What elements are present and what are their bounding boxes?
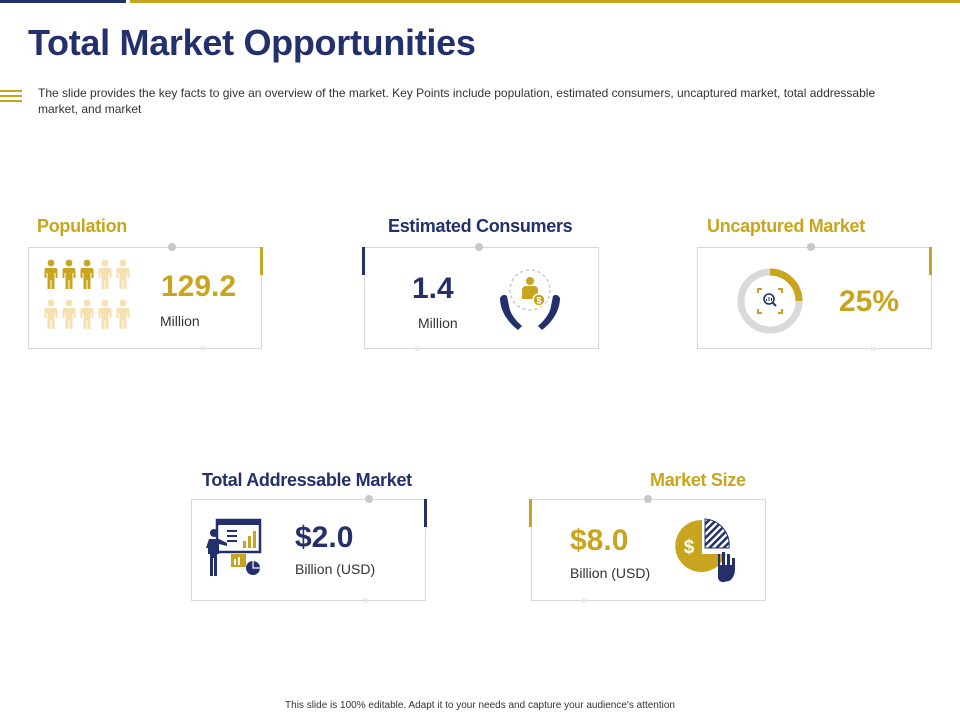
uncaptured-market-card	[697, 247, 932, 349]
population-value: 129.2	[161, 270, 237, 303]
connector-dot	[475, 243, 483, 251]
chevron-right-icon: »	[870, 341, 877, 355]
population-label: Population	[37, 216, 127, 236]
chevron-right-icon: »	[362, 593, 369, 607]
connector-dot	[168, 243, 176, 251]
chevron-right-icon: »	[200, 341, 207, 355]
accent-bar	[929, 247, 932, 275]
connector-dot	[644, 495, 652, 503]
presenter-icon	[206, 518, 262, 576]
total-addressable-market-value: $2.0	[295, 521, 354, 554]
chevron-left-icon: «	[414, 341, 421, 355]
total-addressable-market-label: Total Addressable Market	[202, 470, 412, 490]
donut-search-icon	[737, 268, 803, 334]
top-line-gold	[130, 0, 960, 3]
total-addressable-market-unit: Billion (USD)	[295, 561, 376, 577]
page-title: Total Market Opportunities	[28, 22, 476, 63]
uncaptured-market-value: 25%	[839, 285, 900, 318]
footer-note: This slide is 100% editable. Adapt it to…	[285, 700, 675, 711]
chevron-left-icon: «	[581, 593, 588, 607]
total-addressable-market-card	[191, 499, 426, 601]
market-size-label: Market Size	[650, 470, 746, 490]
estimated-consumers-unit: Million	[418, 315, 458, 331]
svg-text:$: $	[684, 537, 695, 558]
market-size-value: $8.0	[570, 524, 629, 557]
people-icon	[44, 259, 130, 329]
connector-dot	[807, 243, 815, 251]
connector-dot	[365, 495, 373, 503]
svg-text:$: $	[536, 296, 541, 306]
accent-bar	[529, 499, 532, 527]
population-unit: Million	[160, 313, 200, 329]
estimated-consumers-card	[364, 247, 599, 349]
menu-lines-icon	[0, 90, 22, 105]
hands-money-icon: $	[500, 269, 560, 330]
accent-bar	[362, 247, 365, 275]
pie-dollar-icon: $	[675, 518, 735, 583]
accent-bar	[260, 247, 263, 275]
estimated-consumers-label: Estimated Consumers	[388, 216, 573, 236]
estimated-consumers-value: 1.4	[412, 272, 454, 305]
top-line-navy	[0, 0, 126, 3]
uncaptured-market-label: Uncaptured Market	[707, 216, 865, 236]
market-size-unit: Billion (USD)	[570, 565, 651, 581]
accent-bar	[424, 499, 427, 527]
subtitle: The slide provides the key facts to give…	[38, 86, 876, 116]
